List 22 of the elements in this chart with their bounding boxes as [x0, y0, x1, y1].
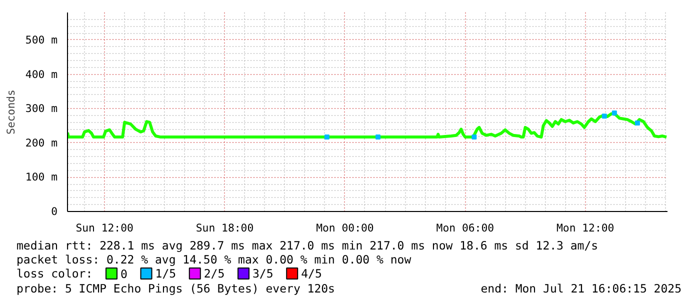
y-tick-label: 200 m	[25, 136, 58, 150]
legend-label: 2/5	[204, 266, 225, 280]
x-tick-label: Sun 12:00	[76, 222, 134, 234]
y-tick-label: 400 m	[25, 68, 58, 81]
legend-title: loss color:	[16, 266, 93, 280]
text: end: Mon Jul 21 16:06:15 2025	[480, 282, 682, 296]
x-tick-label: Mon 00:00	[316, 222, 374, 234]
legend-label: 3/5	[252, 266, 274, 280]
x-tick-label: Mon 12:00	[556, 222, 614, 234]
text: probe: 5 ICMP Echo Pings (56 Bytes) every 120s	[16, 282, 335, 296]
legend-label: 0	[120, 267, 128, 281]
x-tick-label: Mon 06:00	[436, 222, 494, 234]
y-tick-label: 300 m	[25, 102, 58, 116]
text: packet loss: 0.22 % avg 14.50 % max 0.00 % min 0.00 % now	[16, 252, 412, 266]
legend-label: 1/5	[155, 266, 176, 280]
y-tick-label: 500 m	[25, 33, 58, 46]
x-tick-label: Sun 18:00	[196, 222, 254, 234]
legend-label: 4/5	[301, 266, 322, 280]
y-tick-label: 0	[51, 205, 58, 218]
text: median rtt: 228.1 ms avg 289.7 ms max 217.0 ms min 217.0 ms now 18.6 ms sd 12.3 am/s	[16, 238, 598, 252]
y-tick-label: 100 m	[25, 170, 58, 184]
y-axis-title: Seconds	[4, 90, 18, 134]
